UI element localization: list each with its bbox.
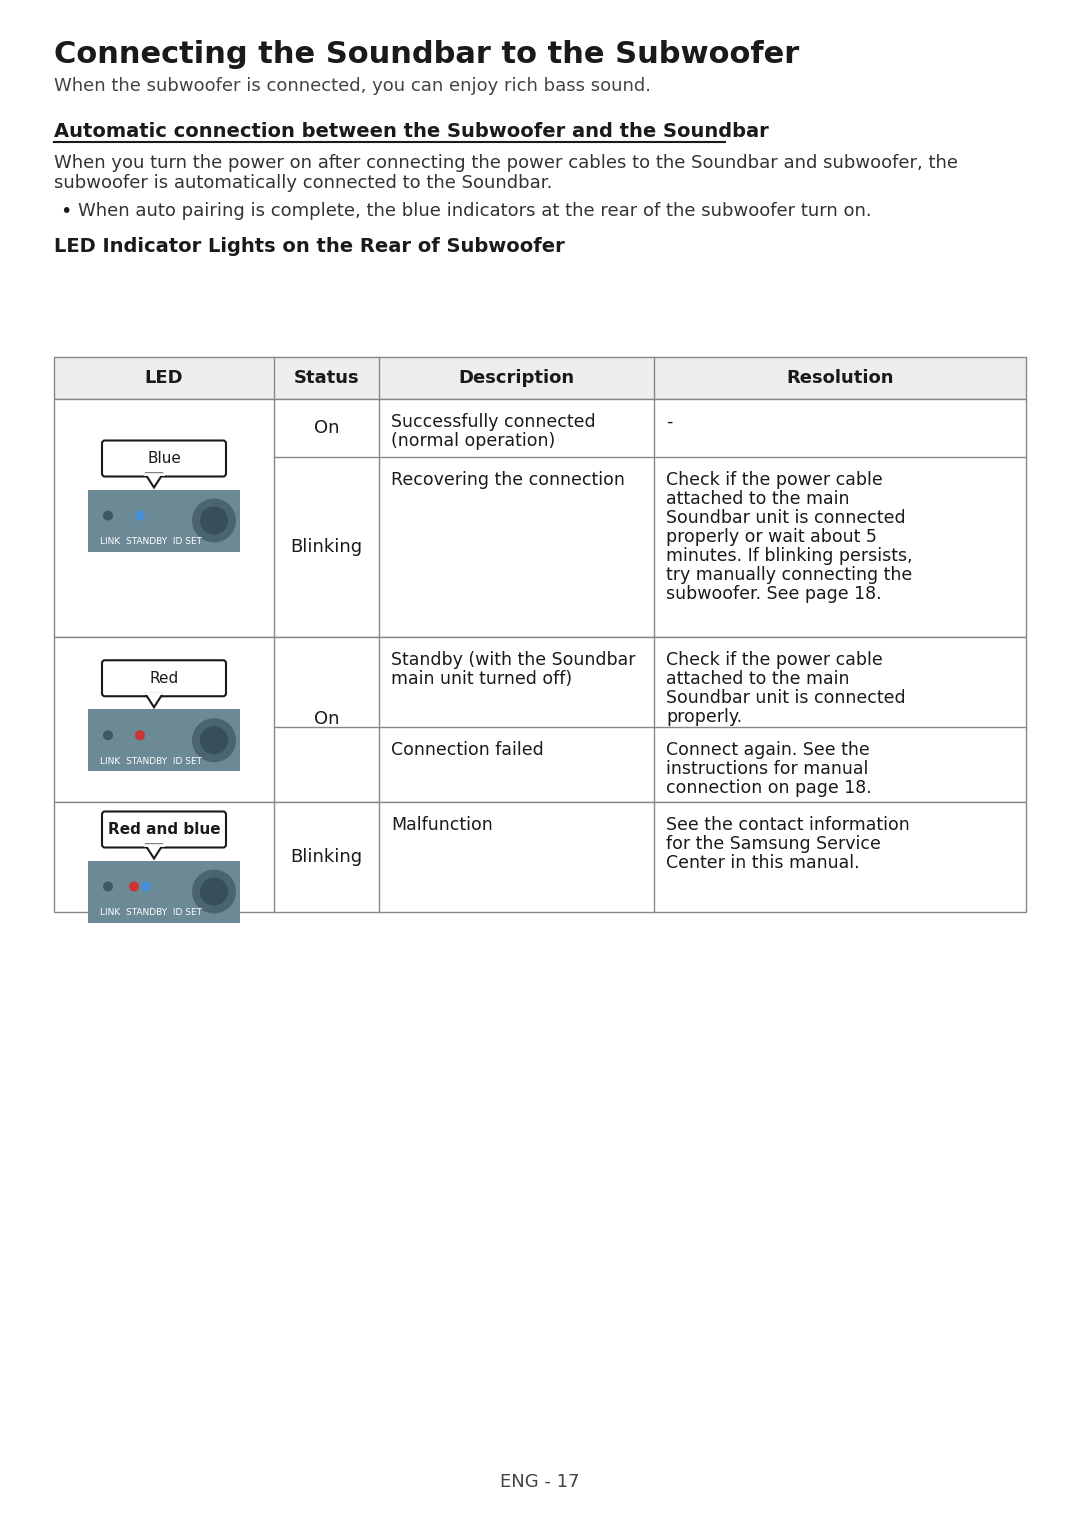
Text: Status: Status <box>294 369 360 388</box>
FancyBboxPatch shape <box>102 812 226 847</box>
Text: Soundbar unit is connected: Soundbar unit is connected <box>666 509 906 527</box>
Text: When the subwoofer is connected, you can enjoy rich bass sound.: When the subwoofer is connected, you can… <box>54 77 651 95</box>
FancyBboxPatch shape <box>102 441 226 476</box>
Text: properly or wait about 5: properly or wait about 5 <box>666 529 877 545</box>
Text: •: • <box>60 202 71 221</box>
Text: On: On <box>314 711 339 729</box>
Text: main unit turned off): main unit turned off) <box>391 669 572 688</box>
Text: Standby (with the Soundbar: Standby (with the Soundbar <box>391 651 635 669</box>
Text: See the contact information: See the contact information <box>666 817 909 833</box>
Circle shape <box>192 870 237 913</box>
Text: LINK  STANDBY  ID SET: LINK STANDBY ID SET <box>100 538 202 545</box>
Circle shape <box>103 881 113 892</box>
Circle shape <box>200 726 228 754</box>
Text: Blue: Blue <box>147 450 181 466</box>
Text: -: - <box>666 414 673 430</box>
Text: properly.: properly. <box>666 708 742 726</box>
Text: Malfunction: Malfunction <box>391 817 492 833</box>
Text: Description: Description <box>458 369 575 388</box>
Text: for the Samsung Service: for the Samsung Service <box>666 835 881 853</box>
Text: LED: LED <box>145 369 184 388</box>
Bar <box>54 398 1026 637</box>
Circle shape <box>141 881 151 892</box>
Circle shape <box>135 731 145 740</box>
Bar <box>87 861 240 922</box>
Text: Soundbar unit is connected: Soundbar unit is connected <box>666 689 906 706</box>
Text: Successfully connected: Successfully connected <box>391 414 596 430</box>
Circle shape <box>192 719 237 763</box>
Bar <box>54 801 1026 912</box>
Text: (normal operation): (normal operation) <box>391 432 555 450</box>
Text: Connection failed: Connection failed <box>391 741 543 758</box>
Text: Automatic connection between the Subwoofer and the Soundbar: Automatic connection between the Subwoof… <box>54 123 769 141</box>
Text: LED Indicator Lights on the Rear of Subwoofer: LED Indicator Lights on the Rear of Subw… <box>54 237 565 256</box>
FancyBboxPatch shape <box>102 660 226 696</box>
Bar <box>54 357 1026 398</box>
Text: ENG - 17: ENG - 17 <box>500 1472 580 1491</box>
Text: Connect again. See the: Connect again. See the <box>666 741 869 758</box>
Text: subwoofer is automatically connected to the Soundbar.: subwoofer is automatically connected to … <box>54 175 552 192</box>
Circle shape <box>200 507 228 535</box>
Circle shape <box>200 878 228 905</box>
Text: Blinking: Blinking <box>291 849 363 866</box>
Bar <box>87 709 240 771</box>
Text: Recovering the connection: Recovering the connection <box>391 470 625 489</box>
Circle shape <box>103 510 113 521</box>
Text: instructions for manual: instructions for manual <box>666 760 868 778</box>
Circle shape <box>103 731 113 740</box>
Bar <box>87 490 240 552</box>
Text: attached to the main: attached to the main <box>666 490 850 509</box>
Text: When auto pairing is complete, the blue indicators at the rear of the subwoofer : When auto pairing is complete, the blue … <box>78 202 872 221</box>
Text: On: On <box>314 418 339 437</box>
Text: LINK  STANDBY  ID SET: LINK STANDBY ID SET <box>100 757 202 766</box>
Text: subwoofer. See page 18.: subwoofer. See page 18. <box>666 585 881 604</box>
Polygon shape <box>145 844 163 858</box>
Circle shape <box>129 881 139 892</box>
Text: Resolution: Resolution <box>786 369 894 388</box>
Circle shape <box>192 498 237 542</box>
Polygon shape <box>145 473 163 487</box>
Text: Red and blue: Red and blue <box>108 823 220 836</box>
Text: When you turn the power on after connecting the power cables to the Soundbar and: When you turn the power on after connect… <box>54 155 958 172</box>
Text: Connecting the Soundbar to the Subwoofer: Connecting the Soundbar to the Subwoofer <box>54 40 799 69</box>
Text: Check if the power cable: Check if the power cable <box>666 651 882 669</box>
Text: try manually connecting the: try manually connecting the <box>666 565 913 584</box>
Text: LINK  STANDBY  ID SET: LINK STANDBY ID SET <box>100 908 202 918</box>
Text: Check if the power cable: Check if the power cable <box>666 470 882 489</box>
Text: minutes. If blinking persists,: minutes. If blinking persists, <box>666 547 913 565</box>
Text: Blinking: Blinking <box>291 538 363 556</box>
Circle shape <box>135 510 145 521</box>
Bar <box>54 637 1026 801</box>
Text: Center in this manual.: Center in this manual. <box>666 853 860 872</box>
Text: connection on page 18.: connection on page 18. <box>666 778 872 797</box>
Text: attached to the main: attached to the main <box>666 669 850 688</box>
Text: Red: Red <box>149 671 178 686</box>
Polygon shape <box>145 694 163 708</box>
